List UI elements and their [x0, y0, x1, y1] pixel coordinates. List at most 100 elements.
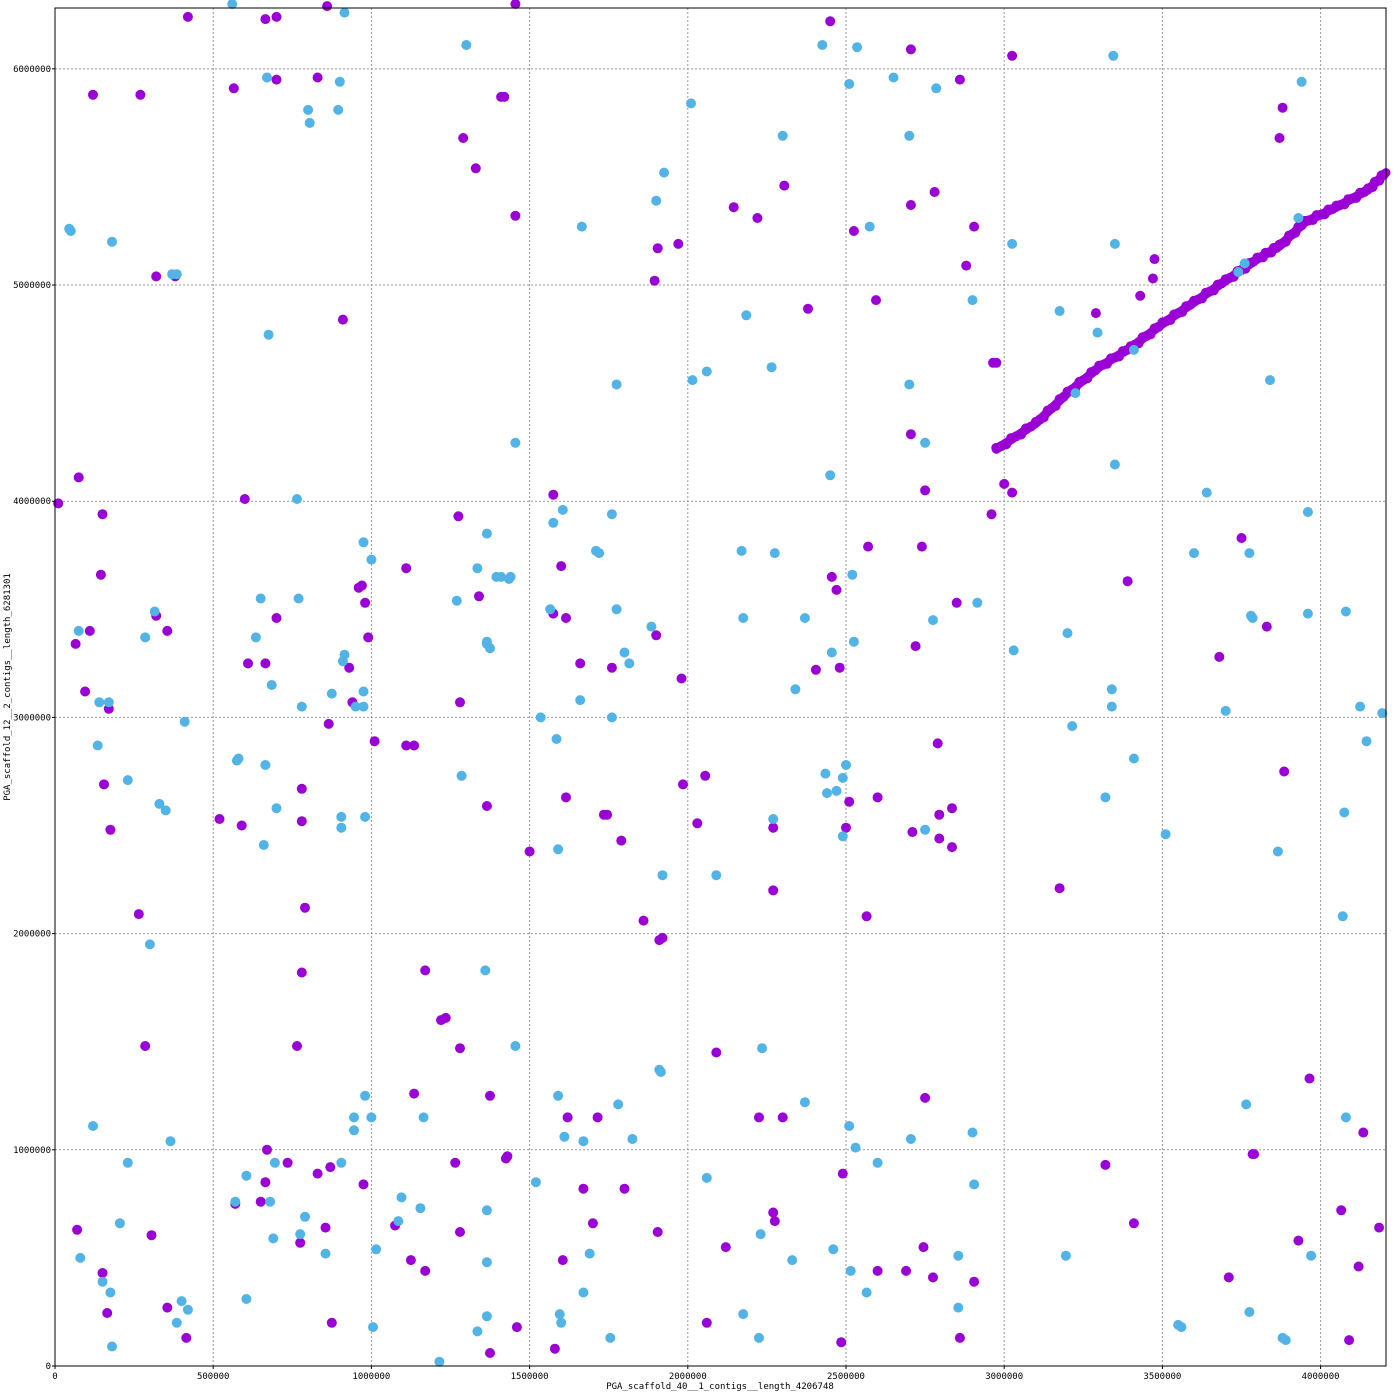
reverse-hit-point	[339, 649, 350, 660]
reverse-hit-point	[736, 545, 747, 556]
reverse-hit-point	[1233, 267, 1244, 277]
reverse-hit-point	[165, 1136, 176, 1147]
reverse-hit-point	[333, 104, 344, 115]
forward-hit-point	[848, 226, 859, 236]
y-tick-label: 6000000	[13, 65, 51, 75]
reverse-hit-point	[144, 939, 155, 950]
reverse-hit-point	[768, 814, 779, 824]
forward-hit-point	[97, 1268, 108, 1278]
forward-hit-point	[162, 1302, 173, 1313]
reverse-hit-point	[817, 40, 828, 50]
reverse-hit-point	[905, 1134, 916, 1144]
reverse-hit-point	[738, 1309, 749, 1320]
reverse-hit-point	[613, 1099, 624, 1110]
reverse-hit-point	[551, 734, 562, 744]
forward-hit-point	[831, 584, 842, 595]
reverse-hit-point	[904, 379, 915, 390]
reverse-hit-point	[777, 130, 788, 141]
reverse-hit-point	[472, 1326, 483, 1337]
reverse-hit-point	[738, 613, 749, 623]
reverse-hit-point	[967, 295, 978, 306]
forward-hit-point	[499, 91, 510, 102]
reverse-hit-point	[415, 1203, 426, 1214]
forward-hit-point	[720, 1242, 731, 1253]
forward-hit-point	[243, 658, 253, 669]
forward-hit-point	[151, 271, 162, 282]
reverse-hit-point	[972, 597, 983, 608]
forward-hit-point	[53, 498, 64, 509]
x-axis-ticks: 0 500000 1000000 1500000 2000000 2500000 30000…	[52, 1366, 1340, 1382]
reverse-hit-point	[1272, 846, 1283, 857]
forward-hit-point	[296, 816, 307, 827]
forward-hit-point	[455, 697, 465, 708]
forward-hit-point	[455, 1043, 465, 1054]
reverse-hit-point	[480, 965, 491, 976]
forward-hit-point	[1249, 1149, 1260, 1160]
y-tick-label: 0	[46, 1362, 51, 1372]
reverse-hit-point	[530, 1177, 541, 1188]
x-tick-label: 3000000	[985, 1372, 1023, 1382]
reverse-hit-point	[334, 76, 345, 87]
forward-hit-point	[768, 885, 779, 896]
reverse-hit-point	[1109, 459, 1120, 470]
reverse-hit-point	[850, 1142, 861, 1153]
reverse-hit-point	[701, 366, 712, 377]
forward-hit-point	[777, 1112, 788, 1123]
reverse-hit-point	[107, 236, 117, 247]
reverse-hit-point	[1100, 792, 1111, 803]
forward-hit-point	[356, 580, 367, 591]
forward-hit-point	[969, 221, 980, 232]
forward-hit-point	[606, 662, 617, 673]
alignment-run-point	[1378, 169, 1389, 180]
reverse-hit-point	[1293, 213, 1304, 223]
forward-hit-point	[861, 911, 872, 922]
x-tick-label: 2000000	[669, 1372, 707, 1382]
forward-hit-point	[1358, 1127, 1369, 1138]
reverse-hit-point	[65, 226, 76, 236]
x-tick-label: 500000	[197, 1372, 230, 1382]
forward-hit-point	[239, 494, 250, 504]
forward-hit-point	[405, 1255, 416, 1266]
forward-hit-point	[260, 14, 271, 25]
forward-hit-point	[1277, 102, 1288, 113]
x-tick-label: 1000000	[352, 1372, 390, 1382]
reverse-hit-point	[230, 1196, 241, 1207]
reverse-hit-point	[841, 760, 851, 770]
reverse-hit-point	[339, 7, 350, 18]
forward-hit-point	[1236, 533, 1247, 543]
forward-hit-point	[557, 1255, 568, 1266]
reverse-hit-point	[967, 1127, 978, 1138]
reverse-hit-point	[262, 72, 272, 83]
reverse-hit-point	[176, 1296, 187, 1307]
reverse-hit-point	[75, 1252, 86, 1263]
reverse-hit-point	[295, 1229, 306, 1240]
reverse-hit-point	[1109, 238, 1120, 249]
forward-hit-point	[474, 591, 484, 602]
y-tick-label: 4000000	[13, 497, 51, 507]
reverse-hit-point	[233, 753, 244, 764]
forward-hit-point	[162, 625, 173, 636]
forward-hit-point	[872, 792, 883, 803]
reverse-hit-point	[461, 40, 472, 50]
forward-hit-point	[905, 200, 916, 210]
x-tick-label: 1500000	[511, 1372, 549, 1382]
reverse-hit-point	[481, 528, 492, 539]
forward-hit-point	[420, 1265, 431, 1276]
reverse-hit-point	[766, 362, 777, 373]
forward-hit-point	[344, 662, 355, 673]
reverse-hit-point	[1377, 708, 1388, 719]
forward-hit-point	[1279, 766, 1290, 777]
reverse-hit-point	[1189, 548, 1199, 559]
forward-hit-point	[616, 835, 627, 846]
reverse-hit-point	[88, 1121, 98, 1131]
forward-hit-point	[292, 1041, 302, 1051]
reverse-hit-point	[241, 1170, 252, 1181]
reverse-hit-point	[711, 870, 722, 881]
forward-hit-point	[826, 571, 837, 582]
plot-frame	[54, 7, 1387, 1367]
reverse-hit-point	[657, 870, 668, 881]
forward-hit-point	[587, 1218, 598, 1229]
reverse-hit-point	[837, 772, 848, 783]
reverse-hit-point	[822, 788, 832, 799]
forward-hit-point	[510, 0, 521, 9]
